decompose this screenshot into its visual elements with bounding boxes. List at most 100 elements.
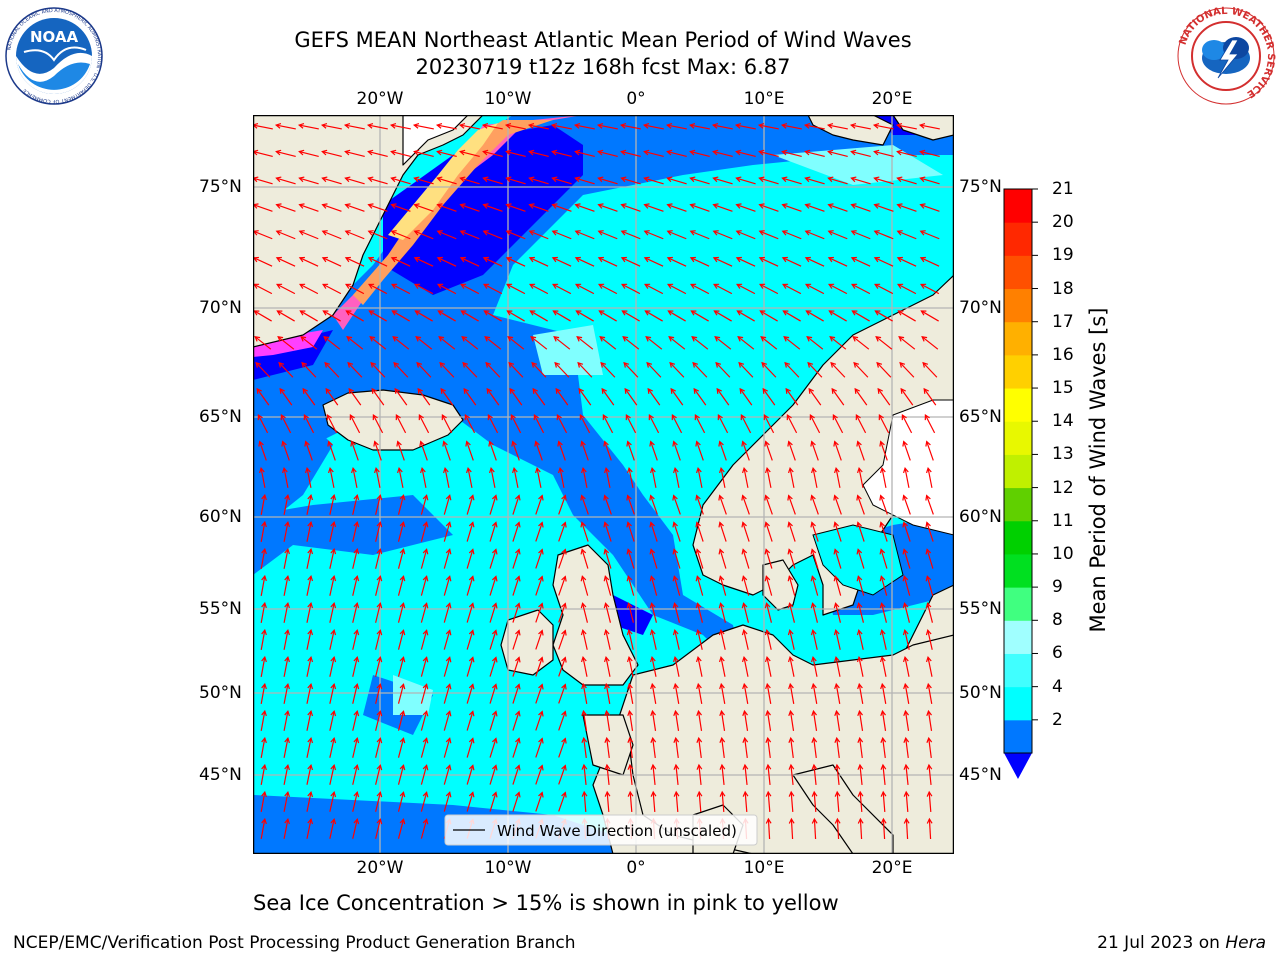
wave-arrow-97	[413, 203, 434, 212]
lon-label-top-0: 20°W	[356, 89, 404, 109]
wave-arrow-726	[397, 764, 406, 785]
wave-arrow-424	[352, 494, 360, 515]
wave-arrow-646	[627, 682, 634, 704]
wave-arrow-511	[283, 574, 290, 596]
colorbar-segment-14	[1004, 255, 1032, 290]
wave-arrow-63	[321, 176, 342, 185]
wave-arrow-672	[535, 710, 544, 731]
wave-arrow-446	[856, 494, 865, 515]
land-denmark	[762, 559, 799, 611]
wave-arrow-765	[604, 790, 611, 813]
wave-arrow-678	[673, 709, 680, 731]
wave-arrow-323	[785, 387, 799, 406]
wave-arrow-670	[489, 710, 498, 731]
wave-arrow-95	[367, 203, 388, 212]
wave-arrow-23	[780, 122, 802, 130]
wave-arrow-600	[260, 655, 267, 677]
wave-arrow-701	[512, 737, 521, 758]
wave-arrow-218	[437, 310, 456, 322]
wave-arrow-405	[603, 466, 611, 488]
wave-arrow-582	[535, 629, 544, 650]
wave-arrow-252	[530, 336, 548, 350]
wave-arrow-537	[879, 575, 888, 596]
wave-arrow-259	[691, 336, 709, 350]
wave-arrow-547	[420, 602, 429, 623]
wave-arrow-527	[649, 575, 658, 596]
wave-arrow-590	[718, 629, 726, 650]
wave-arrow-491	[512, 548, 521, 569]
wave-arrow-345	[602, 414, 614, 434]
wave-arrow-689	[926, 709, 933, 731]
wave-arrow-775	[834, 790, 841, 813]
wave-arrow-217	[414, 310, 433, 322]
wave-arrow-153	[321, 256, 342, 267]
wave-arrow-8	[435, 122, 457, 130]
wave-arrow-242	[300, 336, 318, 350]
wave-arrow-737	[650, 763, 657, 786]
wave-arrow-282	[531, 361, 547, 378]
wave-arrow-676	[627, 709, 634, 731]
wave-arrow-472	[764, 521, 773, 542]
wave-arrow-132	[528, 230, 549, 240]
wave-arrow-711	[742, 736, 749, 758]
ocean-mid-region-2	[253, 495, 453, 575]
wave-arrow-445	[833, 494, 842, 515]
footer-date-text: 21 Jul 2023 on	[1097, 933, 1220, 953]
colorbar-tick-label-4: 17	[1052, 311, 1074, 332]
wave-arrow-743	[788, 763, 795, 786]
wave-arrow-317	[647, 387, 661, 406]
wave-arrow-329	[923, 387, 937, 406]
wave-arrow-725	[375, 764, 383, 785]
wave-arrow-229	[690, 310, 709, 322]
wave-arrow-486	[397, 548, 406, 569]
wave-arrow-774	[811, 790, 818, 813]
wave-arrow-211	[276, 310, 295, 322]
wave-arrow-553	[558, 602, 567, 623]
lon-label-bottom-0: 20°W	[356, 858, 404, 878]
wave-arrow-280	[485, 361, 501, 378]
wave-arrow-608	[443, 656, 452, 677]
wave-arrow-609	[466, 656, 475, 677]
wave-arrow-524	[580, 575, 589, 596]
wave-arrow-546	[397, 602, 406, 623]
wave-arrow-702	[535, 737, 544, 758]
wave-arrow-610	[489, 656, 498, 677]
wave-arrow-152	[298, 256, 319, 267]
wave-arrow-161	[505, 256, 526, 267]
wave-arrow-312	[532, 387, 546, 406]
colorbar-tick-label-1: 20	[1052, 212, 1074, 233]
wave-arrow-438	[672, 494, 681, 515]
ocean-deep-region-2	[613, 595, 653, 635]
wave-arrow-622	[764, 655, 772, 677]
wave-arrow-769	[696, 790, 703, 813]
lat-label-right-4: 55°N	[959, 599, 1002, 619]
wave-arrow-631	[283, 682, 290, 704]
wave-arrow-677	[650, 709, 657, 731]
wave-arrow-786	[397, 818, 406, 839]
wave-arrow-208	[897, 283, 917, 295]
wave-arrow-618	[672, 655, 680, 677]
wave-arrow-659	[926, 682, 933, 704]
wave-arrow-686	[857, 709, 864, 731]
wave-arrow-460	[489, 521, 498, 542]
wave-arrow-288	[669, 361, 685, 378]
wave-arrow-246	[392, 336, 410, 350]
wave-arrow-400	[488, 466, 496, 488]
wave-arrow-572	[306, 628, 314, 650]
wave-arrow-391	[281, 466, 289, 488]
wave-arrow-716	[857, 736, 864, 758]
wave-arrow-773	[788, 790, 795, 813]
wave-arrow-703	[558, 737, 567, 758]
wave-arrow-452	[306, 520, 314, 542]
wave-arrow-649	[696, 682, 703, 704]
wave-arrow-476	[856, 521, 865, 542]
wave-arrow-214	[345, 310, 364, 322]
wave-arrow-29	[918, 122, 940, 130]
wave-arrow-85	[827, 176, 848, 185]
wave-arrow-206	[851, 283, 871, 295]
wave-arrow-38	[436, 149, 457, 157]
wave-arrow-24	[803, 122, 825, 130]
wave-arrow-601	[283, 655, 290, 677]
wave-arrow-248	[438, 336, 456, 350]
wave-arrow-47	[643, 149, 664, 157]
